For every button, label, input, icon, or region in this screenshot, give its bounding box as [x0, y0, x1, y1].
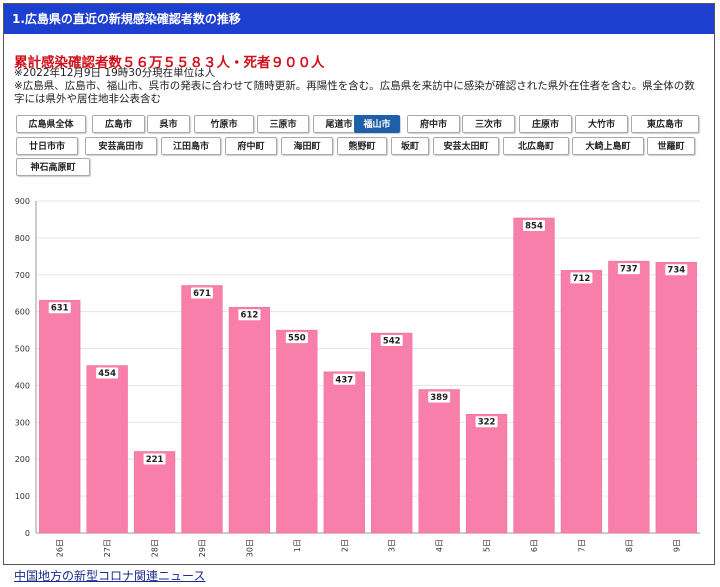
- data-label-box: [333, 373, 356, 385]
- data-label: 454: [98, 369, 116, 379]
- data-label: 389: [430, 393, 448, 403]
- region-button-9[interactable]: 三次市: [462, 115, 515, 133]
- x-tick-label: 6日: [530, 539, 539, 552]
- region-button-16[interactable]: 府中町: [225, 137, 277, 155]
- bar: [560, 270, 603, 534]
- x-tick-label: 2日: [340, 539, 349, 552]
- related-news-link[interactable]: 中国地方の新型コロナ関連ニュース: [14, 569, 206, 583]
- bar: [181, 285, 223, 534]
- data-label: 542: [383, 337, 401, 347]
- data-label-box: [285, 332, 308, 344]
- y-tick-label: 600: [15, 308, 30, 317]
- bar: [655, 261, 697, 534]
- bar: [276, 329, 318, 534]
- data-label-box: [143, 453, 166, 465]
- region-button-11[interactable]: 大竹市: [575, 115, 628, 133]
- x-tick-label: 27日: [103, 539, 112, 557]
- region-button-1[interactable]: 広島県全体: [16, 115, 86, 133]
- bar: [418, 389, 460, 534]
- region-button-2[interactable]: 広島市: [92, 115, 145, 133]
- region-button-17[interactable]: 海田町: [281, 137, 333, 155]
- region-button-14[interactable]: 安芸高田市: [85, 137, 157, 155]
- data-label-box: [380, 335, 403, 347]
- region-button-4[interactable]: 竹原市: [194, 115, 254, 133]
- data-label-box: [617, 263, 640, 275]
- data-label-box: [191, 287, 213, 299]
- region-button-15[interactable]: 江田島市: [161, 137, 221, 155]
- data-label: 612: [241, 311, 259, 321]
- y-tick-label: 900: [15, 197, 30, 206]
- bar: [513, 217, 555, 534]
- data-label: 322: [478, 418, 496, 428]
- x-tick-label: 26日: [56, 539, 65, 557]
- data-label: 734: [667, 266, 685, 276]
- note-line-details: ※広島県、広島市、福山市、呉市の発表に合わせて随時更新。再陽性を含む。広島県を来…: [14, 80, 695, 105]
- x-tick-label: 1日: [293, 539, 302, 552]
- data-label-box: [475, 416, 498, 428]
- region-button-19[interactable]: 坂町: [391, 137, 429, 155]
- data-label-box: [48, 302, 71, 314]
- y-tick-label: 800: [15, 234, 30, 243]
- bar: [39, 299, 81, 534]
- region-button-3[interactable]: 呉市: [147, 115, 190, 133]
- y-tick-label: 0: [25, 529, 30, 538]
- bar: [86, 365, 128, 534]
- x-tick-label: 3日: [388, 539, 397, 552]
- region-button-23[interactable]: 世羅町: [647, 137, 695, 155]
- bar: [608, 260, 650, 534]
- cumulative-headline: 累計感染確認者数５６万５５８３人・死者９００人: [14, 55, 325, 71]
- bar: [323, 371, 365, 534]
- data-label-box: [523, 219, 545, 231]
- update-note: ※2022年12月9日 19時30分現在単位は人 ※広島県、広島市、福山市、呉市…: [14, 67, 704, 106]
- region-button-22[interactable]: 大崎上島町: [572, 137, 644, 155]
- data-label: 437: [335, 375, 353, 385]
- data-label: 671: [193, 289, 211, 299]
- data-label: 737: [620, 265, 638, 275]
- x-tick-label: 30日: [245, 539, 254, 557]
- y-tick-label: 400: [15, 381, 30, 390]
- data-label-box: [238, 309, 261, 321]
- section-header: 1.広島県の直近の新規感染確認者数の推移: [4, 4, 714, 34]
- region-button-8[interactable]: 府中市: [407, 115, 460, 133]
- x-tick-label: 8日: [625, 539, 634, 552]
- region-button-13[interactable]: 廿日市市: [16, 137, 78, 155]
- y-tick-label: 300: [15, 418, 30, 427]
- y-tick-label: 700: [15, 271, 30, 280]
- data-label-box: [428, 391, 451, 403]
- x-tick-label: 29日: [198, 539, 207, 557]
- note-line-timestamp: ※2022年12月9日 19時30分現在単位は人: [14, 67, 216, 79]
- data-label: 221: [146, 455, 164, 465]
- region-button-20[interactable]: 安芸太田町: [433, 137, 499, 155]
- region-button-18[interactable]: 熊野町: [337, 137, 387, 155]
- region-button-21[interactable]: 北広島町: [503, 137, 569, 155]
- data-label: 550: [288, 334, 306, 344]
- data-label: 854: [525, 221, 543, 231]
- region-button-10[interactable]: 庄原市: [519, 115, 572, 133]
- data-label: 631: [51, 304, 69, 314]
- bar: [133, 451, 176, 534]
- region-button-5[interactable]: 三原市: [257, 115, 309, 133]
- region-button-7[interactable]: 福山市: [354, 115, 400, 133]
- region-button-12[interactable]: 東広島市: [631, 115, 699, 133]
- region-button-24[interactable]: 神石高原町: [16, 158, 90, 176]
- data-label: 712: [573, 274, 591, 284]
- bar: [228, 306, 271, 534]
- y-tick-label: 100: [15, 492, 30, 501]
- bar: [465, 413, 508, 534]
- data-label-box: [96, 367, 119, 379]
- x-tick-label: 7日: [577, 539, 586, 552]
- data-label-box: [665, 264, 688, 276]
- bar: [371, 332, 413, 534]
- x-tick-label: 28日: [151, 539, 160, 557]
- x-tick-label: 5日: [483, 539, 492, 552]
- x-tick-label: 9日: [672, 539, 681, 552]
- data-label-box: [570, 272, 593, 284]
- x-tick-label: 4日: [435, 539, 444, 552]
- y-tick-label: 500: [15, 345, 30, 354]
- y-tick-label: 200: [15, 455, 30, 464]
